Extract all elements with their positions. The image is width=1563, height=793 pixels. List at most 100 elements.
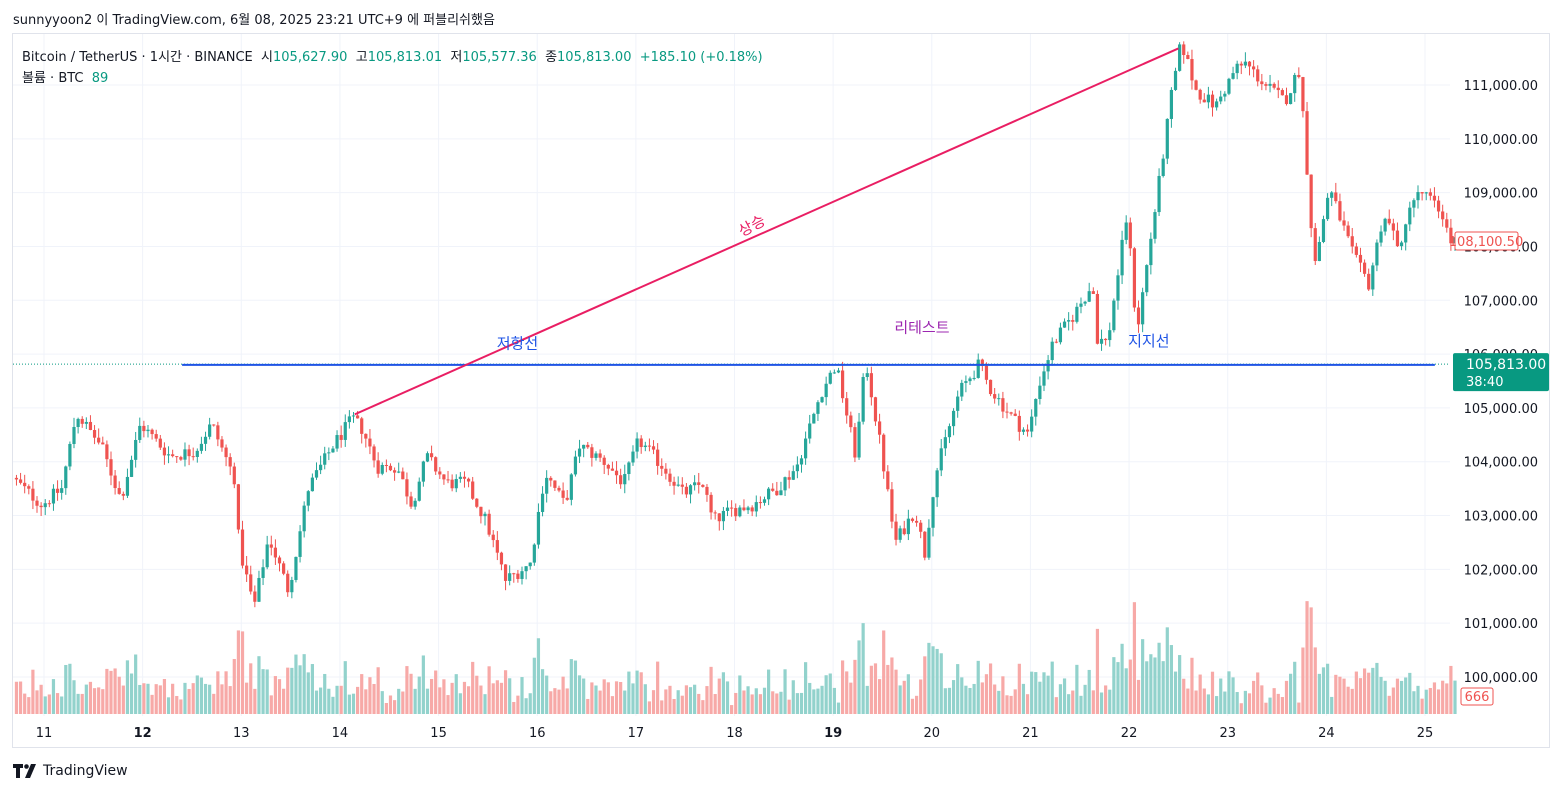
volume-bar: [972, 683, 976, 714]
candle-body: [914, 520, 919, 523]
candle-body: [1001, 398, 1005, 412]
candle-body: [113, 475, 117, 489]
volume-bar: [1321, 667, 1326, 714]
volume-bar: [442, 679, 446, 714]
volume-bar: [35, 690, 39, 714]
candle-body: [1247, 61, 1252, 67]
candle-body: [1293, 74, 1297, 94]
candle-body: [828, 372, 832, 384]
candle-body: [483, 513, 487, 517]
volume-bar: [92, 688, 97, 714]
volume-bar: [1001, 676, 1005, 714]
candle-body: [910, 518, 915, 521]
volume-bar: [331, 696, 335, 714]
candle-body: [1157, 175, 1161, 213]
volume-bar: [1157, 642, 1161, 714]
candle-body: [972, 377, 976, 379]
tradingview-logo[interactable]: TradingView: [13, 763, 128, 779]
volume-bar: [1441, 680, 1445, 714]
volume-bar: [216, 671, 220, 714]
candle-body: [783, 477, 787, 491]
open-label: 시: [261, 50, 274, 65]
candle-body: [368, 438, 372, 447]
volume-bar: [413, 688, 417, 714]
candle-body: [1288, 93, 1293, 105]
candle-body: [388, 465, 393, 471]
volume-bar: [343, 661, 347, 714]
volume-bar: [360, 674, 364, 714]
volume-bar: [380, 691, 384, 714]
volume-tag-label: 666: [1465, 690, 1490, 705]
candle-body: [76, 418, 80, 427]
volume-bar: [405, 666, 409, 714]
volume-bar: [1186, 688, 1190, 714]
candle-body: [331, 448, 335, 453]
high-label: 고: [355, 50, 368, 65]
volume-bar: [635, 670, 639, 714]
candle-body: [549, 477, 553, 481]
candle-body: [1128, 222, 1132, 249]
candle-body: [450, 479, 454, 489]
x-tick-label: 22: [1121, 726, 1138, 741]
volume-bar: [503, 670, 508, 714]
volume-bar: [310, 664, 314, 714]
y-tick-label: 101,000.00: [1464, 617, 1538, 632]
candle-body: [27, 486, 31, 489]
candle-body: [1391, 223, 1395, 231]
candle-body: [499, 552, 504, 565]
volume-bar: [236, 630, 241, 714]
tradingview-icon: [13, 764, 36, 778]
volume-bar: [688, 687, 693, 714]
candle-body: [1091, 291, 1095, 294]
volume-bar: [220, 684, 224, 714]
volume-bar: [1354, 671, 1358, 714]
candle-body: [1038, 385, 1042, 399]
volume-bar: [614, 681, 619, 714]
candle-body: [351, 415, 356, 417]
candle-body: [676, 484, 680, 486]
volume-bar: [290, 667, 294, 714]
volume-bar: [298, 665, 302, 714]
candle-body: [1362, 262, 1367, 274]
volume-bar: [1120, 643, 1124, 714]
candle-body: [1034, 398, 1038, 417]
candle-body: [462, 476, 467, 479]
volume-legend: 볼륨 · BTC 89: [22, 67, 108, 86]
volume-bar: [475, 675, 479, 714]
candle-body: [314, 470, 319, 478]
volume-bar: [495, 680, 499, 714]
volume-bar: [1013, 689, 1017, 714]
volume-bar: [730, 705, 734, 714]
candle-body: [582, 444, 586, 449]
candle-body: [1178, 44, 1182, 71]
volume-bar: [619, 681, 623, 714]
candle-body: [606, 464, 610, 469]
candle-body: [1325, 197, 1330, 220]
candle-body: [35, 500, 39, 506]
volume-bar: [1116, 662, 1120, 714]
candle-body: [290, 579, 294, 593]
candle-body: [1206, 94, 1210, 103]
candle-body: [647, 445, 652, 447]
candle-body: [545, 477, 549, 494]
volume-bar: [273, 676, 277, 714]
candle-body: [1408, 207, 1412, 225]
volume-bar: [631, 683, 635, 714]
volume-bar: [956, 664, 960, 714]
candle-body: [984, 365, 989, 380]
candle-body: [265, 544, 269, 568]
volume-bar: [762, 687, 767, 714]
candle-body: [187, 449, 191, 457]
volume-bar: [1330, 696, 1334, 714]
candle-body: [327, 452, 331, 454]
candle-body: [1145, 265, 1149, 293]
candle-body: [175, 456, 179, 458]
candle-body: [767, 488, 771, 500]
candle-body: [590, 447, 594, 458]
volume-bar: [125, 660, 130, 714]
candle-body: [294, 556, 298, 580]
volume-bar: [487, 666, 491, 714]
candle-body: [730, 507, 734, 509]
candle-body: [577, 448, 582, 457]
